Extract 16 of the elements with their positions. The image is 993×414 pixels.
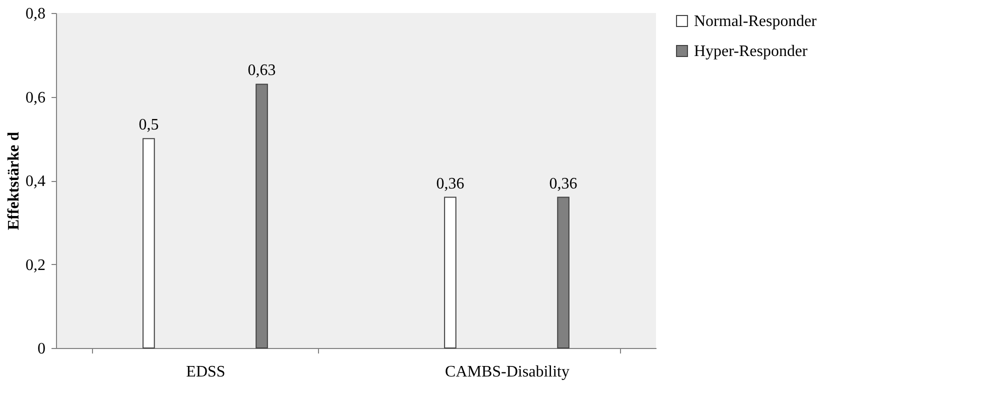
data-label: 0,36	[436, 175, 464, 192]
y-tick-label: 0,6	[26, 89, 46, 106]
x-tick-label: CAMBS-Disability	[445, 364, 570, 380]
y-tick-label: 0,2	[26, 256, 46, 274]
bar	[142, 138, 155, 348]
bar	[444, 196, 456, 348]
data-label: 0,63	[248, 62, 276, 80]
legend-label: Hyper-Responder	[694, 43, 808, 60]
legend-label: Normal-Responder	[694, 13, 818, 30]
y-tick-label: 0,4	[26, 173, 46, 190]
y-tick-label: 0	[38, 340, 46, 358]
x-tick-label: EDSS	[186, 364, 226, 380]
data-label: 0,36	[549, 175, 578, 192]
y-tick-label: 0,8	[26, 6, 46, 22]
y-axis-title: Effektstärke d	[6, 132, 22, 230]
data-label: 0,5	[138, 116, 159, 134]
